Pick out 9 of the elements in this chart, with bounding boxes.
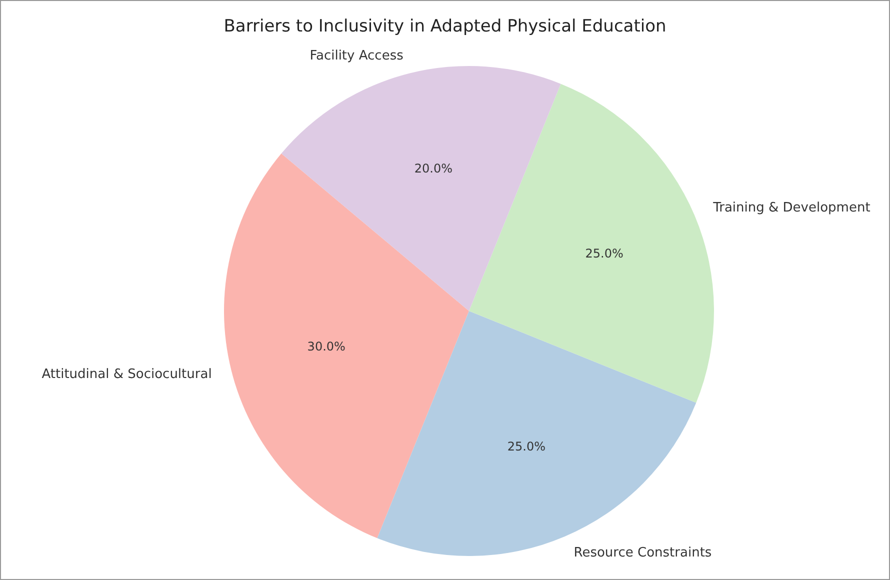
slice-label: Resource Constraints — [574, 546, 712, 561]
data-label: 20.0% — [414, 161, 452, 176]
data-label: 25.0% — [507, 439, 546, 454]
data-label: 25.0% — [585, 246, 624, 261]
slice-label: Attitudinal & Sociocultural — [42, 367, 212, 382]
data-label: 30.0% — [307, 340, 346, 354]
slice-label: Training & Development — [712, 200, 870, 216]
slice-label: Facility Access — [310, 48, 404, 64]
chart-title: Barriers to Inclusivity in Adapted Physical Education — [224, 16, 666, 36]
